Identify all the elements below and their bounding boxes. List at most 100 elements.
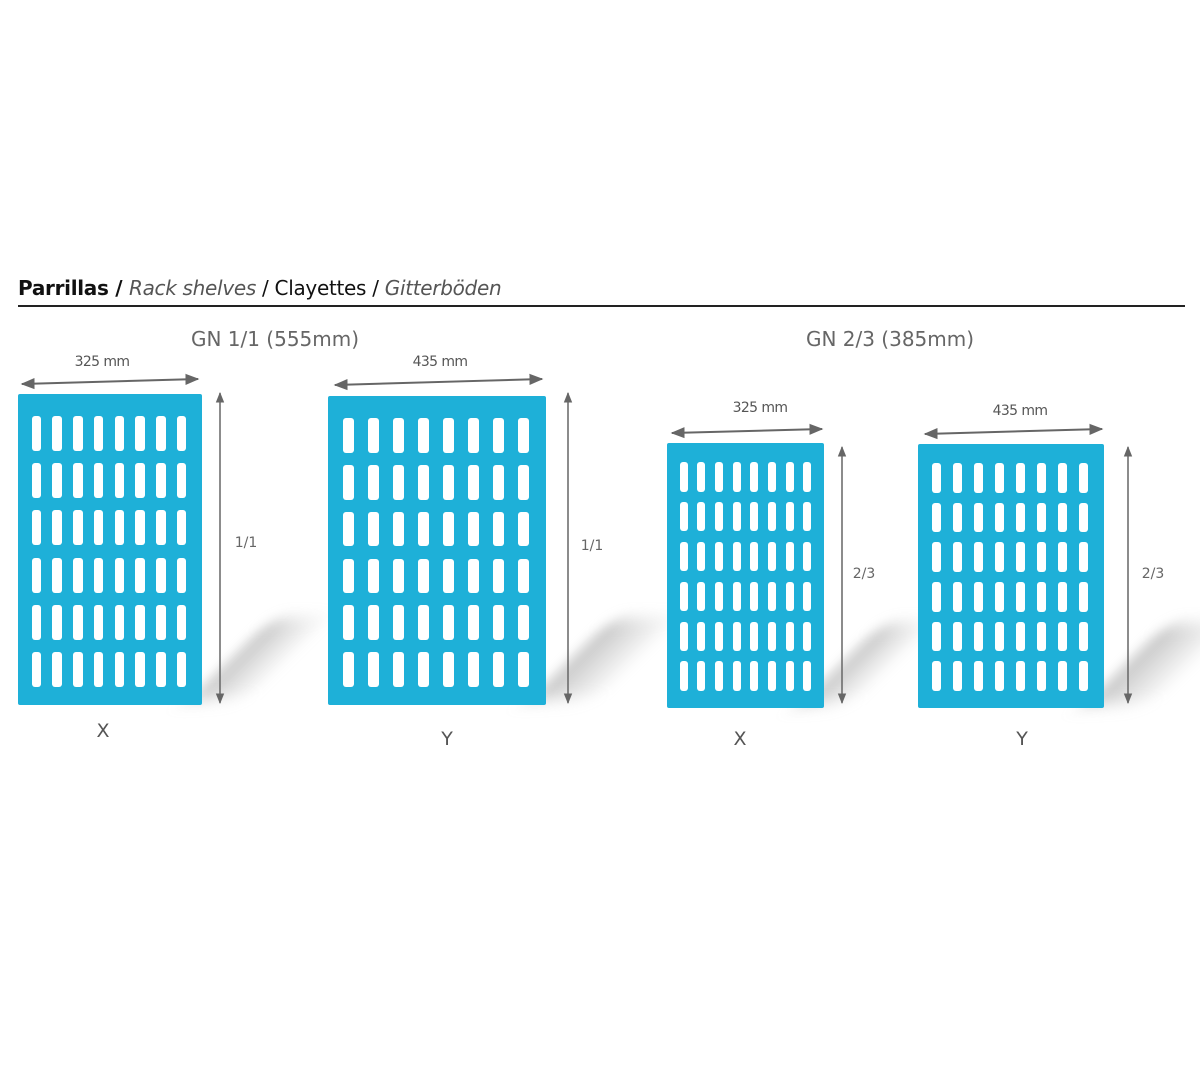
orientation-label: X [733,728,747,750]
rack-slot [467,464,480,500]
rack-slot [73,510,83,546]
rack-slot [176,463,187,499]
rack-slot [31,510,42,546]
rack-slot [952,621,963,652]
rack-slot [93,463,104,499]
rack-slot [417,605,430,641]
rack-slot [1015,661,1026,691]
rack-slot [803,502,812,532]
title-es: Parrillas [18,276,109,300]
rack-slot [785,502,794,532]
rack-slot [931,463,942,493]
rack-slot [750,462,759,492]
rack-slot [73,604,83,640]
rack-slot [1057,502,1068,533]
rack-slot [1015,502,1026,533]
rack-slot [1015,582,1026,612]
rack-slot [973,582,984,612]
rack-slot [156,651,166,687]
rack-slot [1036,582,1047,612]
rack-slot [715,502,724,532]
rack-slot [517,652,530,687]
title-sep: / [366,276,385,300]
rack-slot [994,542,1005,572]
rack-slot [156,604,166,640]
rack-slot [467,652,480,687]
rack-slot [803,541,812,572]
height-label: 2/3 [1141,566,1165,582]
rack-slot [73,651,83,687]
rack-slot [973,661,984,691]
width-label: 435 mm [992,403,1048,419]
rack-slot [1057,463,1068,493]
rack-slot [517,605,530,641]
rack-slot [392,605,405,641]
rack-slot [767,541,776,572]
rack-slot [156,463,166,499]
rack-shelf-gn23-x [667,443,824,708]
rack-slot [785,462,794,492]
rack-slot [750,621,759,651]
rack-slot [1078,582,1089,612]
width-arrow [670,423,824,439]
rack-slot [31,604,42,640]
rack-slot [697,541,706,572]
rack-slot [31,463,42,499]
rack-slot [52,463,62,499]
rack-slot [114,651,125,687]
rack-slot [1057,661,1068,691]
rack-slot [156,557,166,593]
rack-slot [679,581,688,612]
rack-slot [392,464,405,500]
height-label: 1/1 [580,538,604,554]
rack-slot [973,502,984,533]
rack-slot [492,652,505,687]
rack-slot [767,502,776,532]
rack-slot [732,462,741,492]
rack-slot [392,652,405,687]
rack-slot [517,464,530,500]
rack-slot [176,651,187,687]
rack-slot [467,511,480,547]
rack-slot [176,604,187,640]
rack-slot [442,418,455,453]
rack-slot [750,581,759,612]
rack-slot [952,582,963,612]
rack-slot [517,558,530,594]
rack-slot [52,510,62,546]
rack-slot [1015,621,1026,652]
rack-slot [1078,463,1089,493]
rack-slot [767,462,776,492]
rack-slot [73,463,83,499]
rack-slot [156,510,166,546]
rack-slot [715,581,724,612]
title-divider [18,305,1185,307]
rack-slot [679,502,688,532]
rack-slot [750,661,759,691]
rack-slot [994,661,1005,691]
rack-slot [679,541,688,572]
rack-slot [342,558,355,594]
width-arrow [333,373,544,391]
height-label: 1/1 [234,535,258,551]
width-arrow [20,373,200,390]
rack-slot [392,511,405,547]
rack-slot [367,511,380,547]
rack-slot [442,605,455,641]
rack-slot [679,661,688,691]
title-sep: / [108,276,129,300]
rack-slot [767,661,776,691]
rack-slot [803,462,812,492]
rack-slot [697,581,706,612]
rack-slot [517,511,530,547]
rack-slot [442,511,455,547]
rack-slot [342,511,355,547]
rack-slot [442,464,455,500]
rack-slot [1078,661,1089,691]
rack-slot [492,464,505,500]
rack-slot [342,605,355,641]
rack-slot [1036,463,1047,493]
rack-slot [492,511,505,547]
rack-slot [785,541,794,572]
rack-slot [93,557,104,593]
